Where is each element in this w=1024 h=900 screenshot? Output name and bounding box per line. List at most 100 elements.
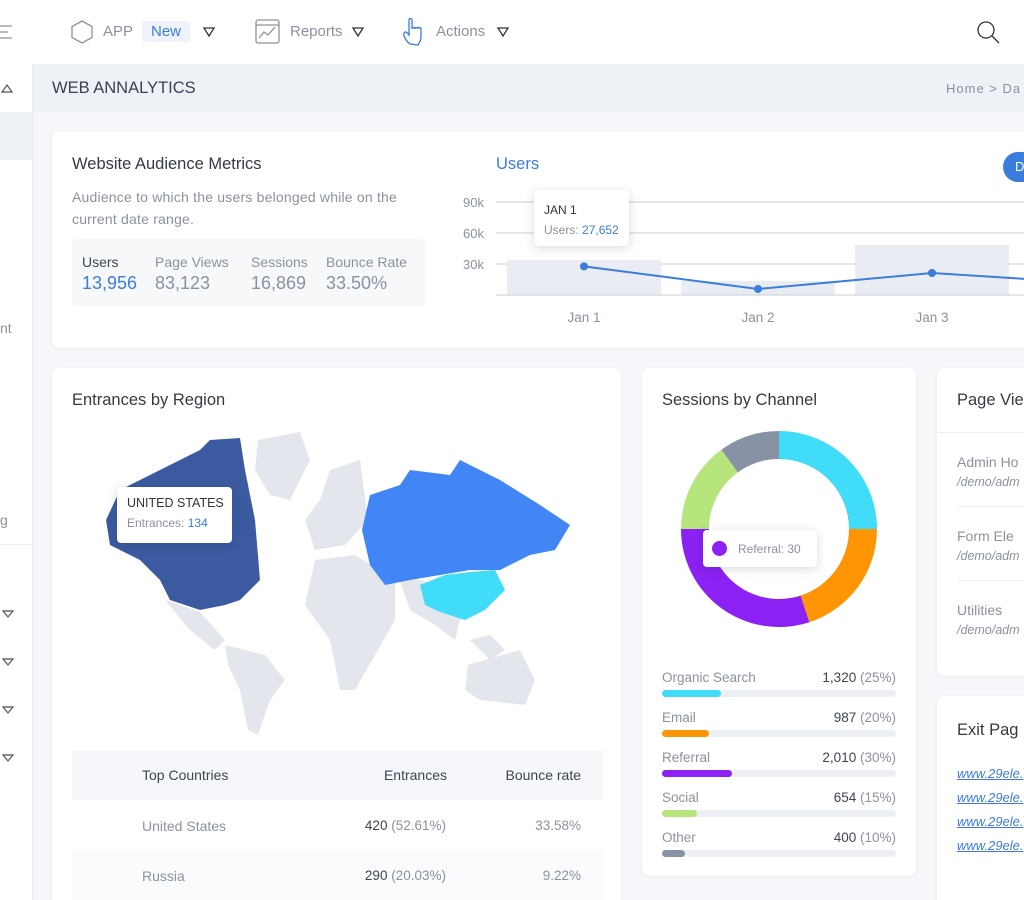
x-tick-label: Jan 1 [567, 310, 600, 325]
metric-value: 83,123 [155, 273, 211, 293]
nav-actions[interactable]: Actions [436, 23, 486, 40]
card-title: Exit Pag [957, 721, 1019, 739]
map-tooltip: UNITED STATES Entrances: 134 [117, 487, 232, 543]
entrances-share: (20.03%) [391, 868, 446, 883]
entrances-value: 290 [364, 868, 388, 883]
metric-value: 16,869 [251, 273, 307, 293]
page-path: /demo/adm [957, 549, 1020, 563]
exit-pages-card: Exit Pag www.29ele. www.29ele. www.29ele. w… [937, 696, 1024, 900]
channel-percent: (10%) [859, 830, 896, 845]
sidebar-item[interactable]: g [0, 512, 8, 528]
users-chart: 30k 60k 90k Jan 1 Jan 2 Jan 3 [463, 195, 1024, 325]
point [928, 268, 936, 277]
donut-segment [779, 431, 877, 529]
tooltip-value: 30 [787, 542, 801, 556]
x-tick-label: Jan 2 [741, 310, 774, 325]
page-name[interactable]: Form Ele [957, 528, 1014, 544]
nav-app[interactable]: APP [103, 23, 134, 40]
tooltip-label: Referral: [738, 542, 785, 556]
column-header: Entrances [383, 767, 447, 783]
progress-track [662, 770, 896, 777]
channel-stat: 400 (10%) [834, 830, 896, 845]
sidebar: nt g [0, 64, 33, 900]
channel-stat: 2,010 (30%) [822, 750, 896, 765]
channel-name: Social [662, 790, 699, 805]
card-title: Entrances by Region [72, 391, 226, 409]
tooltip-title: JAN 1 [544, 203, 577, 217]
divider [937, 432, 1024, 433]
exit-link[interactable]: www.29ele. [957, 814, 1024, 829]
page-header: WEB ANNALYTICS Home > Da [33, 64, 1024, 112]
tooltip-label: Entrances: [127, 516, 185, 530]
card-title: Sessions by Channel [662, 391, 818, 409]
progress-track [662, 850, 896, 857]
date-button[interactable]: D [1003, 152, 1024, 182]
metric-value: 33.50% [326, 273, 388, 293]
sidebar-item[interactable]: nt [0, 320, 12, 336]
channel-percent: (20%) [859, 710, 896, 725]
breadcrumb[interactable]: Home > Da [946, 81, 1022, 96]
table-row [72, 800, 603, 851]
channel-stat: 987 (20%) [834, 710, 896, 725]
page-title: WEB ANNALYTICS [52, 79, 196, 97]
country: Russia [142, 868, 185, 884]
donut-tooltip: Referral: 30 [703, 530, 817, 567]
metric-label: Users [82, 254, 119, 270]
line [583, 265, 1024, 291]
exit-link[interactable]: www.29ele. [957, 790, 1024, 805]
bounce-rate: 33.58% [535, 818, 581, 833]
metric-label: Sessions [251, 254, 308, 270]
entrances-value: 420 [364, 818, 388, 833]
page-path: /demo/adm [957, 475, 1020, 489]
tooltip-body: Referral: 30 [738, 542, 801, 556]
donut-segment [721, 431, 779, 473]
progress-track [662, 810, 896, 817]
region-card: Entrances by Region UNITED STATES Entran… [52, 368, 621, 900]
exit-link[interactable]: www.29ele. [957, 766, 1024, 781]
chart-tooltip: JAN 1 Users: 27,652 [534, 190, 629, 246]
channels-card: Sessions by Channel Referral: 30 Organic… [642, 368, 916, 876]
tooltip-value: 134 [187, 516, 208, 530]
nav-reports[interactable]: Reports [290, 23, 343, 40]
tooltip-label: Users: [544, 223, 579, 237]
channel-count: 400 [833, 830, 857, 845]
y-tick-label: 90k [463, 195, 484, 210]
divider [957, 580, 1024, 581]
world-map [106, 432, 570, 735]
table-row [72, 850, 603, 900]
tooltip-body: Entrances: 134 [127, 516, 208, 530]
channel-percent: (25%) [859, 670, 896, 685]
channel-count: 1,320 [822, 670, 857, 685]
top-nav: APP New Reports Actions [0, 0, 1024, 64]
metric-label: Bounce Rate [326, 254, 407, 270]
exit-link[interactable]: www.29ele. [957, 838, 1024, 853]
progress-bar [662, 770, 733, 777]
page-name[interactable]: Utilities [957, 602, 1003, 618]
channel-count: 987 [833, 710, 857, 725]
metric-value: 13,956 [82, 273, 138, 293]
card-description: Audience to which the users belonged whi… [72, 189, 398, 227]
divider [957, 506, 1024, 507]
x-tick-label: Jan 3 [915, 310, 948, 325]
channel-name: Organic Search [662, 670, 756, 685]
badge: New [142, 21, 191, 42]
entrances: 290 (20.03%) [365, 868, 446, 883]
country: United States [142, 818, 227, 834]
column-header: Top Countries [142, 767, 229, 783]
channel-name: Referral [662, 750, 711, 765]
donut-segment [681, 449, 738, 529]
channel-stat: 654 (15%) [834, 790, 896, 805]
progress-track [662, 730, 896, 737]
channel-percent: (15%) [859, 790, 896, 805]
sidebar-arrows [0, 83, 15, 762]
tooltip-title: UNITED STATES [127, 496, 224, 510]
page-name[interactable]: Admin Ho [957, 454, 1019, 470]
progress-bar [662, 850, 686, 857]
page-views-card: Page Vie Admin Ho/demo/adm Form Ele/demo/… [937, 368, 1024, 676]
nav-icons [0, 17, 1000, 46]
progress-bar [662, 730, 709, 737]
tooltip-body: Users: 27,652 [544, 223, 619, 237]
table-header: Top Countries Entrances Bounce rate [72, 751, 603, 800]
chart-title: Users [496, 155, 540, 173]
